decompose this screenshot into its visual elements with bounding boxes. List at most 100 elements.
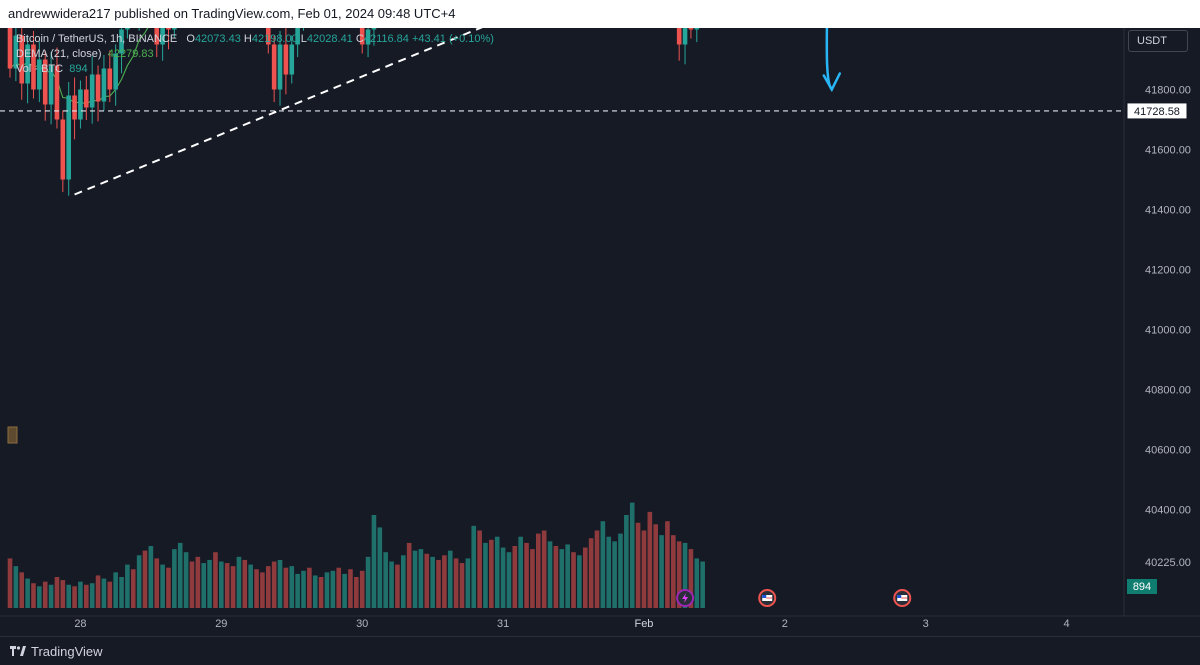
volume-badge	[1127, 579, 1157, 594]
volume-bar	[84, 584, 89, 608]
volume-bar	[201, 563, 207, 608]
volume-bar	[365, 556, 371, 608]
volume-bar	[265, 566, 271, 608]
candle-body	[682, 28, 688, 45]
currency-label: USDT	[1137, 35, 1167, 47]
change-value: +43.41 (+0.10%)	[411, 33, 494, 45]
candle-body	[125, 28, 130, 30]
volume-bar	[230, 566, 236, 608]
dema-label[interactable]: DEMA (21, close)	[16, 48, 102, 60]
volume-bar	[219, 561, 224, 608]
volume-bar	[312, 575, 318, 608]
volume-bar	[424, 553, 430, 608]
volume-bar	[477, 530, 482, 608]
volume-bar	[260, 572, 265, 608]
tradingview-logo-icon	[10, 646, 26, 656]
volume-bar	[489, 539, 494, 608]
volume-bar	[641, 530, 647, 608]
candle-body	[154, 28, 160, 45]
volume-bar	[653, 524, 658, 608]
candle-body	[265, 28, 271, 45]
volume-label[interactable]: Vol · BTC	[16, 63, 64, 75]
volume-bar	[500, 547, 506, 608]
volume-bar	[541, 530, 547, 608]
volume-bar	[348, 569, 353, 608]
flag-canton	[762, 595, 767, 598]
volume-bar	[301, 570, 306, 608]
volume-bar	[389, 561, 394, 608]
volume-bar	[524, 542, 529, 608]
volume-bar	[89, 583, 95, 608]
volume-bar	[254, 569, 259, 608]
volume-bar	[371, 515, 377, 608]
volume-bar	[635, 522, 641, 608]
price-tick-label: 40225.00	[1145, 557, 1191, 569]
price-tick-label: 41200.00	[1145, 265, 1191, 277]
level-price-badge	[1126, 102, 1188, 120]
volume-badge-label: 894	[1133, 581, 1151, 593]
candle-body	[37, 59, 42, 90]
volume-bar	[48, 584, 54, 608]
volume-bar	[19, 572, 25, 608]
price-tick-label: 41800.00	[1145, 85, 1191, 97]
left-scale-handle[interactable]	[7, 426, 18, 444]
candle-body	[160, 28, 165, 45]
lightning-glyph	[682, 593, 689, 603]
volume-bar	[682, 542, 688, 608]
volume-bar	[13, 566, 19, 608]
volume-value: 894	[69, 63, 88, 75]
volume-bar	[430, 556, 435, 608]
volume-bar	[195, 556, 201, 608]
time-tick-label: 30	[356, 618, 368, 630]
currency-selector[interactable]: USDT	[1128, 30, 1188, 52]
volume-bar	[694, 558, 700, 608]
volume-bar	[177, 542, 183, 608]
volume-bar	[606, 536, 612, 608]
volume-bar	[283, 567, 289, 608]
candle-body	[277, 44, 283, 90]
volume-bar	[442, 555, 447, 608]
candle-body	[107, 68, 113, 90]
candle-body	[359, 28, 365, 45]
volume-bar	[530, 549, 535, 608]
legend-symbol-row: Bitcoin / TetherUS, 1h, BINANCE O42073.4…	[16, 32, 494, 47]
volume-bar	[659, 535, 664, 608]
candle-body	[25, 44, 30, 84]
candle-body	[271, 44, 277, 90]
candle-body	[31, 44, 36, 90]
volume-bar	[618, 533, 623, 608]
volume-bar	[189, 561, 195, 608]
volume-bar	[688, 549, 694, 608]
volume-bar	[629, 502, 635, 608]
volume-bar	[324, 572, 330, 608]
price-tick-label: 40400.00	[1145, 505, 1191, 517]
dema-value: 42279.83	[107, 48, 154, 60]
price-chart[interactable]: 41800.00 41600.00 41400.00 41200.00 41000.00…	[0, 28, 1200, 636]
flag-canton	[897, 595, 902, 598]
volume-bar	[318, 577, 324, 608]
legend-symbol[interactable]: Bitcoin / TetherUS, 1h, BINANCE	[16, 33, 178, 45]
time-tick-label: 4	[1064, 618, 1070, 630]
volume-bar	[7, 558, 13, 608]
trendline[interactable]	[74, 28, 791, 196]
candle-body	[688, 28, 694, 30]
open-label: O	[186, 33, 195, 45]
projection-arrow[interactable]	[773, 28, 834, 91]
volume-bar	[453, 558, 459, 608]
open-value: 42073.43	[194, 33, 241, 45]
time-tick-label: 29	[215, 618, 227, 630]
time-tick-label: 28	[74, 618, 86, 630]
volume-bar	[594, 530, 600, 608]
chart-area[interactable]: 41800.00 41600.00 41400.00 41200.00 41000.00…	[0, 28, 1200, 636]
candle-body	[113, 53, 118, 90]
price-tick-label: 41000.00	[1145, 325, 1191, 337]
candle-body	[119, 29, 124, 54]
volume-bar	[72, 586, 77, 608]
volume-bar	[612, 541, 617, 608]
volume-bar	[447, 550, 453, 608]
volume-bar	[676, 541, 682, 608]
projection-arrow-head[interactable]	[822, 72, 842, 93]
volume-bar	[148, 546, 154, 608]
volume-bar	[518, 536, 523, 608]
volume-bar	[107, 581, 113, 608]
